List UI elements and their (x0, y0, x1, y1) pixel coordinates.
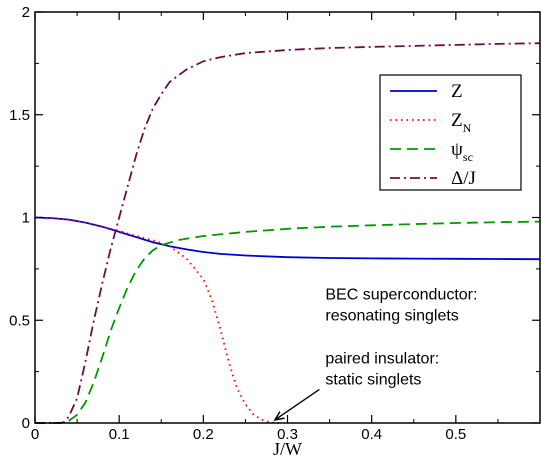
annotation-line: static singlets (325, 371, 421, 388)
y-tick-label: 0.5 (9, 312, 30, 329)
x-tick-label: 0.3 (277, 426, 298, 443)
legend-label-sub: N (463, 121, 472, 135)
series-layer (34, 42, 541, 424)
series-line-2 (35, 220, 541, 424)
x-tick-label: 0.5 (445, 426, 466, 443)
x-tick-label: 0.1 (109, 426, 130, 443)
annotations: BEC superconductor: resonating singlets pa… (275, 287, 477, 420)
legend-label-0: Z (451, 81, 463, 102)
annotation-arrow (275, 388, 320, 420)
annotation-line: BEC superconductor: (325, 287, 477, 304)
series-line-3 (35, 42, 541, 424)
x-tick-label: 0 (31, 426, 39, 443)
annotation-0: BEC superconductor: resonating singlets (325, 287, 477, 325)
x-tick-label: 0.2 (193, 426, 214, 443)
legend-box (379, 74, 522, 191)
x-tick-label: 0.4 (361, 426, 382, 443)
y-tick-label: 1 (22, 210, 30, 227)
legend-label-3: Δ/J (451, 168, 476, 189)
annotation-line: paired insulator: (325, 350, 439, 367)
legend-label-sub: sc (463, 150, 473, 164)
series-line-0 (34, 216, 541, 261)
y-tick-label: 0 (22, 415, 30, 432)
y-tick-label: 2 (22, 4, 30, 21)
ticks-layer: 0 0.1 0.2 0.3 0.4 0.5 0 0.5 1 1.5 2 (9, 4, 540, 443)
x-axis-label: J/W (273, 439, 302, 459)
y-tick-label: 1.5 (9, 107, 30, 124)
annotation-1: paired insulator: static singlets (325, 350, 439, 388)
annotation-line: resonating singlets (325, 308, 458, 325)
plot-frame (34, 11, 541, 424)
